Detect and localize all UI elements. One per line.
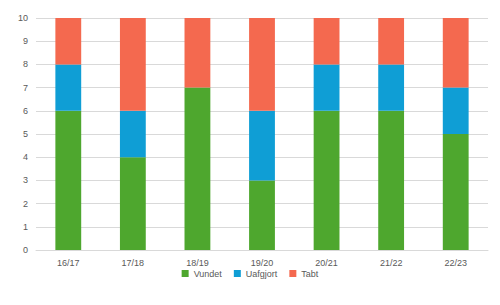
svg-text:0: 0 xyxy=(23,245,28,255)
svg-text:6: 6 xyxy=(23,106,28,116)
svg-text:7: 7 xyxy=(23,83,28,93)
svg-text:5: 5 xyxy=(23,129,28,139)
svg-text:8: 8 xyxy=(23,59,28,69)
svg-text:10: 10 xyxy=(18,13,28,23)
svg-text:Uafgjort: Uafgjort xyxy=(246,269,278,279)
svg-text:22/23: 22/23 xyxy=(444,258,467,268)
svg-text:16/17: 16/17 xyxy=(57,258,80,268)
svg-text:Vundet: Vundet xyxy=(194,269,223,279)
svg-text:3: 3 xyxy=(23,175,28,185)
svg-text:19/20: 19/20 xyxy=(251,258,274,268)
svg-text:17/18: 17/18 xyxy=(122,258,145,268)
svg-text:18/19: 18/19 xyxy=(186,258,209,268)
svg-text:21/22: 21/22 xyxy=(380,258,403,268)
svg-text:2: 2 xyxy=(23,199,28,209)
svg-text:1: 1 xyxy=(23,222,28,232)
svg-text:4: 4 xyxy=(23,152,28,162)
svg-text:20/21: 20/21 xyxy=(315,258,338,268)
svg-text:Tabt: Tabt xyxy=(301,269,319,279)
svg-text:9: 9 xyxy=(23,36,28,46)
